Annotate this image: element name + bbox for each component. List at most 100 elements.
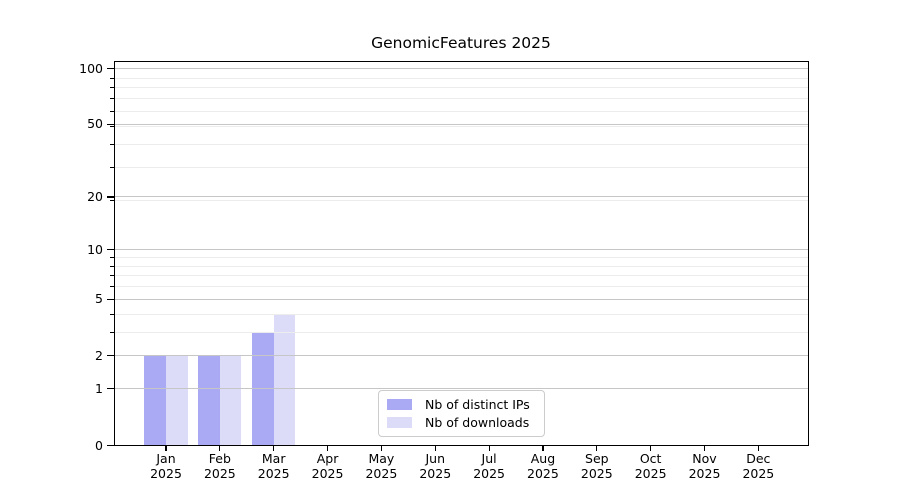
x-axis-tick-apr <box>326 446 329 451</box>
x-axis-tick-sep <box>596 446 598 451</box>
gridline-minor-9 <box>114 257 808 258</box>
y-tick-label-20: 20 <box>87 188 103 204</box>
x-axis-tick-dec <box>757 446 759 451</box>
y-tick-label-10: 10 <box>87 241 103 257</box>
x-tick-month-dec: Dec <box>746 451 771 466</box>
x-axis-tick-jul <box>488 446 490 451</box>
x-tick-label-sep: Sep 2025 <box>562 451 632 481</box>
gridline-minor-4 <box>114 313 808 315</box>
y-axis-tick-0 <box>107 444 114 447</box>
gridline-minor-29 <box>114 167 808 169</box>
x-axis-tick-feb <box>219 446 221 451</box>
x-tick-year-jan: 2025 <box>150 465 182 481</box>
y-axis-tick-100 <box>107 68 114 70</box>
bar-distinct-ips-jan <box>144 355 166 446</box>
x-tick-label-may: May 2025 <box>346 451 416 481</box>
x-tick-label-oct: Oct 2025 <box>616 451 686 481</box>
gridline-minor-39 <box>114 143 808 145</box>
gridline-minor-8 <box>114 265 808 267</box>
gridline-minor-79 <box>114 87 808 89</box>
chart-title: GenomicFeatures 2025 <box>371 34 551 52</box>
bar-downloads-mar <box>273 314 296 446</box>
y-axis-minor-tick-59 <box>110 110 114 112</box>
x-axis-tick-may <box>380 446 382 451</box>
y-axis-tick-20 <box>107 196 114 198</box>
y-axis-minor-tick-89 <box>110 77 114 79</box>
x-tick-label-jul: Jul 2025 <box>454 451 524 481</box>
x-tick-label-jan: Jan 2025 <box>131 451 201 481</box>
x-tick-label-feb: Feb 2025 <box>185 451 255 481</box>
legend-entry-distinct-ips: Nb of distinct IPs <box>387 397 536 412</box>
x-tick-month-may: May <box>368 451 395 466</box>
x-axis-tick-jan <box>165 446 167 451</box>
legend-swatch-distinct-ips <box>387 399 412 411</box>
bar-distinct-ips-feb <box>198 355 220 446</box>
x-tick-year-apr: 2025 <box>311 465 344 481</box>
gridline-minor-19 <box>114 200 808 202</box>
y-tick-label-100: 100 <box>79 60 103 76</box>
x-tick-month-jun: Jun <box>425 451 446 466</box>
x-axis-tick-jun <box>434 446 436 451</box>
y-axis-minor-tick-7 <box>110 275 114 277</box>
legend: Nb of distinct IPs Nb of downloads <box>378 390 545 437</box>
x-tick-year-jul: 2025 <box>473 465 505 481</box>
x-tick-year-oct: 2025 <box>634 465 667 481</box>
x-tick-label-aug: Aug 2025 <box>508 451 578 481</box>
y-axis-tick-1 <box>107 388 114 390</box>
y-tick-label-2: 2 <box>95 347 103 363</box>
y-axis-minor-tick-4 <box>110 313 114 315</box>
y-axis-minor-tick-79 <box>110 87 114 89</box>
bar-downloads-feb <box>219 355 242 446</box>
x-tick-year-feb: 2025 <box>203 465 236 481</box>
x-tick-year-jun: 2025 <box>419 465 452 481</box>
x-tick-month-apr: Apr <box>316 451 339 466</box>
gridline-major-50 <box>114 123 808 126</box>
x-tick-label-apr: Apr 2025 <box>293 451 363 481</box>
x-tick-label-nov: Nov 2025 <box>670 451 740 481</box>
gridline-major-5 <box>114 298 808 300</box>
x-tick-month-mar: Mar <box>261 451 286 466</box>
bar-downloads-jan <box>166 355 188 446</box>
y-axis-tick-10 <box>107 249 114 251</box>
x-tick-label-dec: Dec 2025 <box>723 451 793 481</box>
x-tick-month-feb: Feb <box>208 451 231 466</box>
x-tick-year-may: 2025 <box>365 465 398 481</box>
x-tick-year-dec: 2025 <box>742 465 775 481</box>
gridline-major-2 <box>114 355 808 357</box>
x-tick-month-jan: Jan <box>156 451 176 466</box>
x-tick-year-mar: 2025 <box>257 465 290 481</box>
gridline-minor-49 <box>114 125 808 127</box>
x-axis-tick-nov <box>703 446 706 451</box>
y-tick-label-5: 5 <box>95 291 103 307</box>
legend-label-downloads: Nb of downloads <box>425 414 530 430</box>
gridline-minor-7 <box>114 275 808 277</box>
y-axis-minor-tick-29 <box>110 167 114 169</box>
y-axis-minor-tick-19 <box>110 200 114 202</box>
y-tick-label-50: 50 <box>87 116 103 132</box>
x-tick-month-oct: Oct <box>639 451 662 466</box>
x-axis-tick-oct <box>650 446 652 451</box>
y-tick-label-1: 1 <box>95 380 103 396</box>
gridline-major-10 <box>114 249 808 251</box>
x-tick-month-sep: Sep <box>585 451 609 466</box>
x-tick-label-mar: Mar 2025 <box>239 451 309 481</box>
gridline-minor-59 <box>114 110 808 112</box>
legend-swatch-downloads <box>387 416 412 428</box>
x-tick-label-jun: Jun 2025 <box>400 451 470 481</box>
gridline-major-1 <box>114 388 808 390</box>
y-axis-minor-tick-3 <box>110 331 114 333</box>
gridline-minor-6 <box>114 286 808 288</box>
y-axis-minor-tick-9 <box>110 257 114 258</box>
x-tick-month-jul: Jul <box>481 451 497 466</box>
y-axis-tick-50 <box>107 123 114 126</box>
x-tick-month-nov: Nov <box>692 451 717 466</box>
y-axis-minor-tick-49 <box>110 125 114 127</box>
y-axis-minor-tick-69 <box>110 98 114 100</box>
x-tick-month-aug: Aug <box>530 451 556 466</box>
gridline-minor-89 <box>114 77 808 79</box>
legend-entry-downloads: Nb of downloads <box>387 415 536 430</box>
gridline-major-20 <box>114 196 808 198</box>
y-axis-minor-tick-39 <box>110 143 114 145</box>
y-tick-label-0: 0 <box>95 437 103 453</box>
y-axis-minor-tick-6 <box>110 286 114 288</box>
